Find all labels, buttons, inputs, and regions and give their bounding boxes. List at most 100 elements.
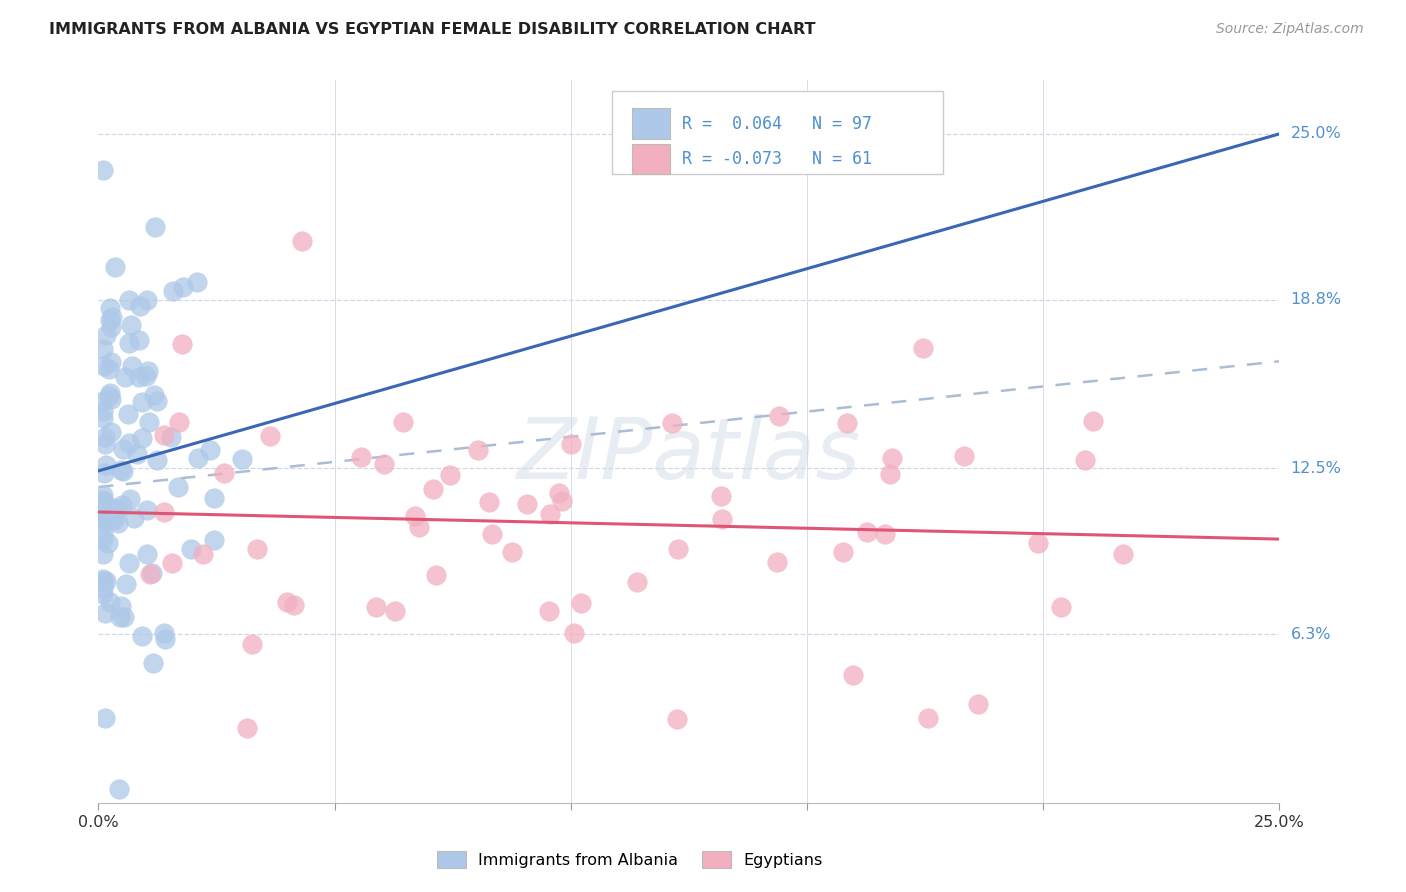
Point <box>408 520 430 534</box>
Text: 25.0%: 25.0% <box>1291 127 1341 141</box>
Point <box>276 595 298 609</box>
Point <box>366 600 388 615</box>
Point <box>153 428 176 442</box>
Point <box>91 492 114 507</box>
Point <box>626 575 648 590</box>
Point <box>107 516 129 531</box>
Point <box>538 507 561 521</box>
FancyBboxPatch shape <box>633 144 671 175</box>
Point <box>91 511 114 525</box>
Point <box>143 220 166 235</box>
Point <box>198 442 221 457</box>
Point <box>875 527 897 541</box>
Point <box>953 449 976 463</box>
Point <box>111 442 134 456</box>
Point <box>131 395 153 409</box>
Point <box>141 566 163 580</box>
Point <box>212 467 235 481</box>
Point <box>766 555 789 569</box>
Point <box>100 595 122 609</box>
Point <box>91 582 114 596</box>
Point <box>167 415 190 429</box>
Point <box>467 442 489 457</box>
Point <box>91 527 114 541</box>
Point <box>108 610 131 624</box>
Point <box>91 163 114 178</box>
Point <box>159 430 181 444</box>
Text: Source: ZipAtlas.com: Source: ZipAtlas.com <box>1216 22 1364 37</box>
Point <box>103 500 125 515</box>
Point <box>117 336 139 351</box>
Point <box>246 541 269 556</box>
Point <box>186 276 208 290</box>
Point <box>172 280 194 294</box>
Point <box>128 334 150 348</box>
Point <box>856 525 879 540</box>
Point <box>124 510 146 524</box>
Point <box>135 368 157 383</box>
Point <box>91 533 114 547</box>
Point <box>661 416 683 430</box>
Point <box>131 629 153 643</box>
Point <box>101 504 124 518</box>
Point <box>105 501 128 516</box>
Point <box>422 482 444 496</box>
Point <box>831 544 853 558</box>
Point <box>551 493 574 508</box>
Point <box>93 711 115 725</box>
Point <box>131 431 153 445</box>
Text: 18.8%: 18.8% <box>1291 293 1341 307</box>
Point <box>91 572 114 586</box>
Point <box>93 403 115 417</box>
Point <box>404 509 426 524</box>
Text: 6.3%: 6.3% <box>1291 627 1331 641</box>
Point <box>882 450 904 465</box>
Point <box>911 341 934 355</box>
Point <box>548 486 571 500</box>
Point <box>91 547 114 561</box>
Point <box>112 609 135 624</box>
Point <box>97 361 120 376</box>
Text: R = -0.073   N = 61: R = -0.073 N = 61 <box>682 150 872 169</box>
Point <box>91 342 114 356</box>
Point <box>283 598 305 612</box>
Point <box>231 452 253 467</box>
Point <box>290 234 312 248</box>
Point <box>114 370 136 384</box>
Point <box>94 515 117 529</box>
Point <box>100 301 122 316</box>
Text: IMMIGRANTS FROM ALBANIA VS EGYPTIAN FEMALE DISABILITY CORRELATION CHART: IMMIGRANTS FROM ALBANIA VS EGYPTIAN FEMA… <box>49 22 815 37</box>
Point <box>160 556 183 570</box>
Point <box>1050 599 1073 614</box>
Point <box>202 533 225 547</box>
Point <box>136 364 159 378</box>
Point <box>538 603 561 617</box>
Point <box>110 463 132 477</box>
Point <box>841 668 863 682</box>
Point <box>143 388 166 402</box>
Point <box>136 503 159 517</box>
Point <box>111 464 134 478</box>
Point <box>98 313 121 327</box>
Point <box>100 310 122 324</box>
Point <box>121 359 143 373</box>
Point <box>879 467 901 482</box>
Point <box>835 416 858 430</box>
Point <box>665 712 688 726</box>
Point <box>1112 547 1135 561</box>
Point <box>114 577 136 591</box>
Point <box>162 284 184 298</box>
Text: 12.5%: 12.5% <box>1291 461 1341 475</box>
Point <box>711 511 734 525</box>
FancyBboxPatch shape <box>633 109 671 139</box>
Point <box>202 491 225 505</box>
Point <box>91 587 114 601</box>
Point <box>100 392 122 406</box>
Point <box>259 428 281 442</box>
Point <box>94 430 117 444</box>
Point <box>107 782 129 797</box>
Point <box>118 492 141 507</box>
Point <box>152 505 174 519</box>
Point <box>128 300 150 314</box>
Point <box>120 318 142 332</box>
